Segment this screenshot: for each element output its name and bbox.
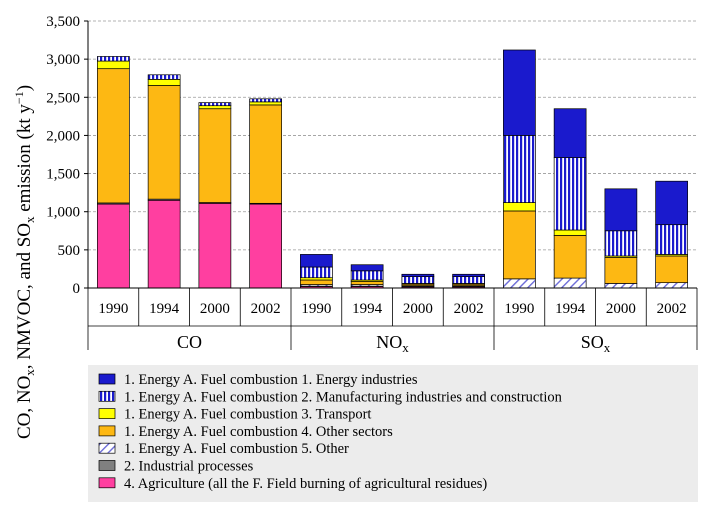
x-tick-label: 1994 (352, 301, 383, 317)
bar-segment (503, 278, 536, 289)
bar-segment (350, 264, 384, 272)
y-tick-label: 2,500 (46, 90, 80, 106)
x-tick-label: 1990 (301, 301, 331, 317)
x-tick-label: 2002 (454, 301, 484, 317)
legend-swatch (98, 477, 116, 489)
y-tick-label: 3,500 (46, 14, 80, 30)
bar-segment (97, 60, 130, 70)
legend-swatch (98, 373, 116, 385)
bar-segment (300, 254, 333, 268)
bar-segment (604, 257, 638, 284)
bar-segment (503, 49, 536, 136)
bar-segment (604, 188, 638, 232)
legend-swatch (98, 408, 116, 419)
legend-swatch (98, 390, 116, 402)
group-label: NOx (376, 332, 409, 355)
legend-label: 2. Industrial processes (124, 459, 254, 475)
legend-swatch (98, 442, 116, 454)
bar-segment (147, 199, 181, 289)
legend-label: 4. Agriculture (all the F. Field burning… (124, 476, 487, 492)
bar-segment (655, 224, 688, 255)
bar-segment (350, 281, 384, 285)
bar-segment (503, 135, 536, 203)
bar-segment (147, 79, 181, 86)
legend-label: 1. Energy A. Fuel combustion 5. Other (124, 441, 349, 457)
y-tick-label: 2,000 (46, 128, 80, 144)
x-tick-label: 1990 (98, 301, 128, 317)
bar-segment (198, 202, 232, 289)
bar-segment (553, 277, 587, 289)
bar-segment (655, 255, 688, 284)
y-tick-label: 0 (73, 281, 81, 297)
y-tick-label: 3,000 (46, 52, 80, 68)
bar-segment (604, 283, 638, 289)
bar-segment (198, 108, 232, 203)
bar-segment (553, 108, 587, 158)
bar-segment (249, 98, 282, 103)
bar-segment (553, 235, 587, 279)
legend-swatch (98, 425, 116, 437)
bar-segment (553, 157, 587, 231)
legend-box (88, 365, 698, 502)
y-tick-label: 1,500 (46, 167, 80, 183)
legend-label: 1. Energy A. Fuel combustion 1. Energy i… (124, 372, 418, 388)
bar-segment (503, 202, 536, 212)
bar-segment (198, 105, 232, 110)
bar-segment (147, 74, 181, 80)
x-tick-label: 1994 (149, 301, 180, 317)
x-tick-label: 2002 (251, 301, 281, 317)
bar-segment (198, 102, 232, 107)
bar-segment (300, 279, 333, 285)
bar-segment (350, 270, 384, 281)
bar-segment (604, 230, 638, 257)
legend: 1. Energy A. Fuel combustion 1. Energy i… (98, 372, 563, 492)
bar-segment (452, 276, 485, 284)
bar-segment (401, 276, 435, 284)
x-tick-label: 2000 (200, 301, 230, 317)
bar-segment (97, 68, 130, 204)
bar-segment (147, 85, 181, 200)
legend-label: 1. Energy A. Fuel combustion 3. Transpor… (124, 407, 371, 423)
bar-segment (655, 282, 688, 289)
x-tick-label: 2002 (657, 301, 687, 317)
x-tick-label: 1990 (504, 301, 534, 317)
group-label: CO (177, 332, 202, 352)
bar-segment (249, 203, 282, 289)
bar-segment (97, 203, 130, 289)
y-tick-label: 1,000 (46, 205, 80, 221)
bar-segment (553, 229, 587, 236)
bar-segment (401, 273, 435, 277)
legend-label: 1. Energy A. Fuel combustion 2. Manufact… (124, 389, 563, 405)
bar-segment (503, 210, 536, 280)
legend-swatch (98, 460, 116, 471)
x-tick-label: 2000 (403, 301, 433, 317)
bar-segment (249, 104, 282, 204)
bar-segment (249, 101, 282, 106)
y-axis-label: CO, NOx, NMVOC, and SOx emission (kt y−1… (12, 85, 37, 439)
group-label: SOx (581, 332, 611, 355)
bar-segment (300, 266, 333, 279)
x-tick-label: 1994 (555, 301, 586, 317)
x-tick-label: 2000 (606, 301, 636, 317)
legend-label: 1. Energy A. Fuel combustion 4. Other se… (124, 424, 393, 440)
y-tick-label: 500 (58, 243, 81, 259)
bar-segment (452, 273, 485, 277)
bar-segment (97, 56, 130, 62)
bar-segment (655, 180, 688, 226)
